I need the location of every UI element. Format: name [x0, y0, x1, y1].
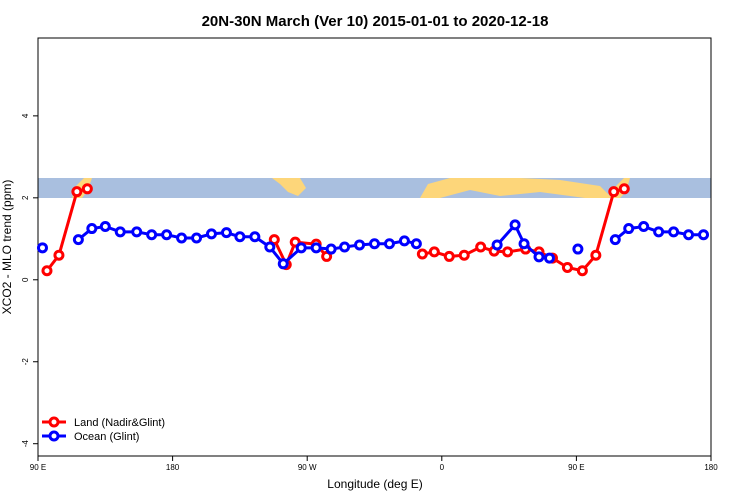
data-point — [36, 242, 48, 254]
data-point — [518, 238, 530, 250]
data-point — [264, 241, 276, 253]
data-point — [428, 246, 440, 258]
y-tick-label: -4 — [21, 440, 30, 448]
data-point — [458, 249, 470, 261]
data-point — [590, 249, 602, 261]
data-point — [410, 238, 422, 250]
x-tick-label: 0 — [440, 463, 445, 472]
data-point — [339, 241, 351, 253]
x-tick-label: 90 E — [568, 463, 584, 472]
data-point — [443, 250, 455, 262]
data-point — [86, 223, 98, 235]
data-point — [146, 229, 158, 241]
data-point — [310, 242, 322, 254]
series-line — [45, 187, 88, 272]
data-point — [609, 234, 621, 246]
data-point — [205, 228, 217, 240]
data-point — [131, 226, 143, 238]
data-point — [383, 238, 395, 250]
data-point — [53, 249, 65, 261]
data-point — [608, 186, 620, 198]
data-point — [618, 183, 630, 195]
data-point — [572, 243, 584, 255]
chart-title: 20N-30N March (Ver 10) 2015-01-01 to 202… — [202, 13, 549, 30]
map-land — [272, 178, 306, 196]
data-point — [99, 221, 111, 233]
legend-label: Ocean (Glint) — [74, 431, 139, 443]
legend: Land (Nadir&Glint) Ocean (Glint) — [42, 416, 165, 443]
data-point — [249, 231, 261, 243]
map-land — [420, 178, 612, 198]
data-point — [325, 243, 337, 255]
data-point — [543, 252, 555, 264]
y-axis-label: XCO2 - MLO trend (ppm) — [0, 180, 14, 315]
data-point — [161, 229, 173, 241]
data-point — [533, 251, 545, 263]
data-point — [623, 223, 635, 235]
y-tick-label: 4 — [21, 113, 30, 118]
data-point — [277, 258, 289, 270]
data-point — [191, 232, 203, 244]
y-tick-label: 0 — [21, 277, 30, 282]
data-point — [295, 242, 307, 254]
data-point — [321, 250, 333, 262]
data-point — [638, 221, 650, 233]
data-point — [502, 246, 514, 258]
legend-label: Land (Nadir&Glint) — [74, 417, 165, 429]
data-point — [509, 219, 521, 231]
x-axis-label: Longitude (deg E) — [327, 477, 422, 491]
data-point — [475, 241, 487, 253]
data-point — [698, 229, 710, 241]
data-point — [176, 232, 188, 244]
data-point — [220, 227, 232, 239]
data-point — [268, 234, 280, 246]
data-point — [416, 248, 428, 260]
data-point — [71, 186, 83, 198]
series-line — [77, 224, 417, 266]
x-tick-label: 180 — [166, 463, 180, 472]
data-point — [398, 235, 410, 247]
data-point — [576, 265, 588, 277]
data-point — [41, 265, 53, 277]
data-point — [72, 234, 84, 246]
y-tick-label: 2 — [21, 195, 30, 200]
data-point — [491, 239, 503, 251]
data-point — [354, 239, 366, 251]
data-point — [561, 261, 573, 273]
data-point — [81, 183, 93, 195]
data-point — [668, 226, 680, 238]
y-tick-label: -2 — [21, 358, 30, 366]
x-tick-label: 90 E — [30, 463, 46, 472]
legend-marker — [48, 416, 60, 428]
data-point — [114, 226, 126, 238]
data-point — [683, 229, 695, 241]
x-tick-label: 90 W — [298, 463, 317, 472]
legend-marker — [48, 430, 60, 442]
data-point — [653, 226, 665, 238]
data-point — [234, 231, 246, 243]
data-point — [369, 238, 380, 250]
x-tick-label: 180 — [704, 463, 718, 472]
